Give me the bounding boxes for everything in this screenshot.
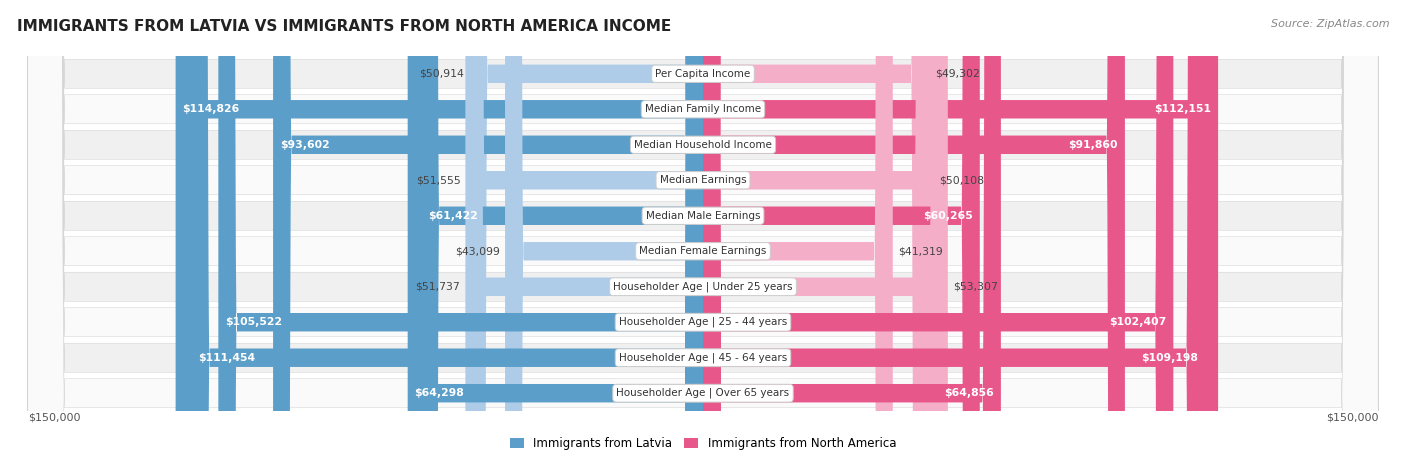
- Text: $91,860: $91,860: [1069, 140, 1118, 150]
- Text: Householder Age | 45 - 64 years: Householder Age | 45 - 64 years: [619, 353, 787, 363]
- Text: Median Household Income: Median Household Income: [634, 140, 772, 150]
- FancyBboxPatch shape: [465, 0, 703, 467]
- Text: $50,108: $50,108: [939, 175, 984, 185]
- FancyBboxPatch shape: [28, 0, 1378, 467]
- Text: $41,319: $41,319: [898, 246, 943, 256]
- FancyBboxPatch shape: [191, 0, 703, 467]
- FancyBboxPatch shape: [703, 0, 929, 467]
- Text: $43,099: $43,099: [454, 246, 499, 256]
- FancyBboxPatch shape: [28, 0, 1378, 467]
- FancyBboxPatch shape: [703, 0, 1001, 467]
- FancyBboxPatch shape: [28, 0, 1378, 467]
- Text: $102,407: $102,407: [1109, 317, 1167, 327]
- FancyBboxPatch shape: [218, 0, 703, 467]
- FancyBboxPatch shape: [28, 0, 1378, 467]
- FancyBboxPatch shape: [28, 0, 1378, 467]
- Text: Median Male Earnings: Median Male Earnings: [645, 211, 761, 221]
- Text: Median Earnings: Median Earnings: [659, 175, 747, 185]
- Text: $112,151: $112,151: [1154, 104, 1211, 114]
- Text: Source: ZipAtlas.com: Source: ZipAtlas.com: [1271, 19, 1389, 28]
- Text: $105,522: $105,522: [225, 317, 283, 327]
- Text: $111,454: $111,454: [198, 353, 254, 363]
- Text: Median Family Income: Median Family Income: [645, 104, 761, 114]
- Text: $114,826: $114,826: [183, 104, 240, 114]
- Text: $53,307: $53,307: [953, 282, 998, 292]
- FancyBboxPatch shape: [703, 0, 1125, 467]
- Text: $49,302: $49,302: [935, 69, 980, 79]
- Text: Householder Age | Over 65 years: Householder Age | Over 65 years: [616, 388, 790, 398]
- FancyBboxPatch shape: [273, 0, 703, 467]
- FancyBboxPatch shape: [28, 0, 1378, 467]
- Text: $64,856: $64,856: [945, 388, 994, 398]
- FancyBboxPatch shape: [703, 0, 948, 467]
- Text: $150,000: $150,000: [28, 413, 80, 423]
- Text: $150,000: $150,000: [1326, 413, 1378, 423]
- FancyBboxPatch shape: [470, 0, 703, 467]
- FancyBboxPatch shape: [28, 0, 1378, 467]
- Text: IMMIGRANTS FROM LATVIA VS IMMIGRANTS FROM NORTH AMERICA INCOME: IMMIGRANTS FROM LATVIA VS IMMIGRANTS FRO…: [17, 19, 671, 34]
- FancyBboxPatch shape: [703, 0, 980, 467]
- FancyBboxPatch shape: [505, 0, 703, 467]
- FancyBboxPatch shape: [703, 0, 1218, 467]
- Text: Per Capita Income: Per Capita Income: [655, 69, 751, 79]
- FancyBboxPatch shape: [176, 0, 703, 467]
- FancyBboxPatch shape: [28, 0, 1378, 467]
- FancyBboxPatch shape: [703, 0, 893, 467]
- Text: Median Female Earnings: Median Female Earnings: [640, 246, 766, 256]
- Text: $51,555: $51,555: [416, 175, 461, 185]
- Text: $109,198: $109,198: [1140, 353, 1198, 363]
- Text: $93,602: $93,602: [280, 140, 330, 150]
- FancyBboxPatch shape: [28, 0, 1378, 467]
- FancyBboxPatch shape: [467, 0, 703, 467]
- Text: Householder Age | Under 25 years: Householder Age | Under 25 years: [613, 282, 793, 292]
- Text: $61,422: $61,422: [427, 211, 478, 221]
- Text: Householder Age | 25 - 44 years: Householder Age | 25 - 44 years: [619, 317, 787, 327]
- FancyBboxPatch shape: [703, 0, 934, 467]
- Text: $60,265: $60,265: [924, 211, 973, 221]
- FancyBboxPatch shape: [408, 0, 703, 467]
- Text: $51,737: $51,737: [415, 282, 460, 292]
- Legend: Immigrants from Latvia, Immigrants from North America: Immigrants from Latvia, Immigrants from …: [505, 432, 901, 455]
- FancyBboxPatch shape: [420, 0, 703, 467]
- FancyBboxPatch shape: [703, 0, 1205, 467]
- FancyBboxPatch shape: [703, 0, 1174, 467]
- Text: $50,914: $50,914: [419, 69, 464, 79]
- Text: $64,298: $64,298: [415, 388, 464, 398]
- FancyBboxPatch shape: [28, 0, 1378, 467]
